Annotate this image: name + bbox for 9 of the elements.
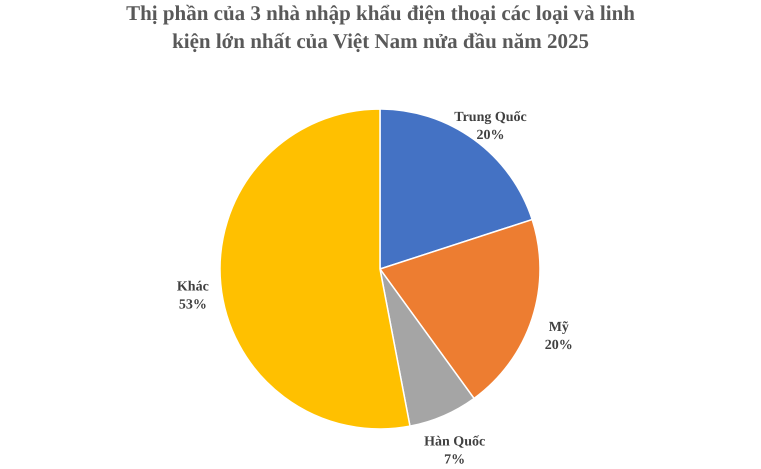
data-label: 20% [476,128,505,143]
data-label: 53% [178,298,207,313]
data-label: 7% [444,452,466,468]
slice-label: Khác [176,280,209,295]
chart-title: Thị phần của 3 nhà nhập khẩu điện thoại các loại và linh kiện lớn nhất của Việt Nam nửa đầu năm 2025 [126,1,636,53]
slice-label: Mỹ [548,320,569,336]
data-label: 20% [544,338,573,354]
slice-label: Hàn Quốc [424,434,486,450]
slice-label: Trung Quốc [454,110,527,125]
